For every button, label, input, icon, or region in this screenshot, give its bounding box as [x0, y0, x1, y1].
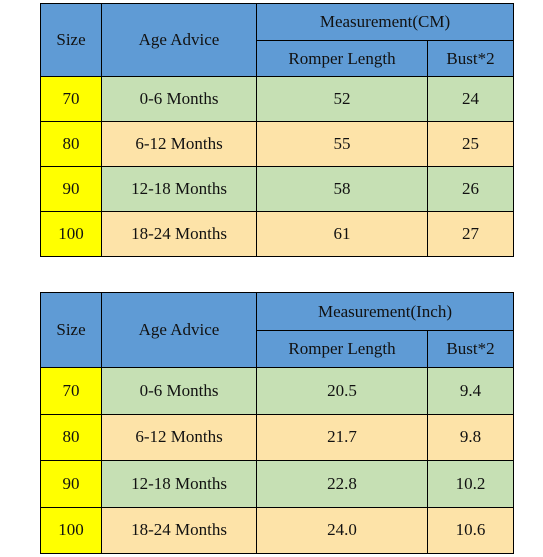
cell: 9.8 [427, 413, 514, 461]
header-cell: Measurement(CM) [256, 3, 514, 41]
cell: 10.6 [427, 506, 514, 554]
cell: 12-18 Months [101, 166, 257, 212]
cell: 25 [427, 121, 514, 167]
size-table: Size Age Advice Measurement(CM) Romper Leng… [40, 3, 514, 257]
data-row: 100 18-24 Months 61 27 [40, 211, 514, 257]
cell: 6-12 Months [101, 413, 257, 461]
header-row: Size Age Advice Measurement(CM) [40, 3, 514, 77]
data-row: 100 18-24 Months 24.0 10.6 [40, 506, 514, 554]
cell: 58 [256, 166, 428, 212]
cell: 6-12 Months [101, 121, 257, 167]
cell: 20.5 [256, 367, 428, 415]
header-row: Romper Length Bust*2 [41, 330, 514, 368]
header-cell: Bust*2 [427, 330, 514, 368]
cell: 80 [40, 121, 102, 167]
cell: 21.7 [256, 413, 428, 461]
data-row: 90 12-18 Months 58 26 [40, 166, 514, 212]
data-row: 90 12-18 Months 22.8 10.2 [40, 460, 514, 508]
cell: 55 [256, 121, 428, 167]
cell: 61 [256, 211, 428, 257]
cell: 10.2 [427, 460, 514, 508]
header-cell: Measurement(Inch) [256, 292, 514, 331]
size-table: Size Age Advice Measurement(Inch) Romper Le… [40, 292, 514, 554]
cell: 9.4 [427, 367, 514, 415]
header-cell: Age Advice [101, 3, 257, 77]
header-cell: Size [40, 3, 102, 77]
cell: 27 [427, 211, 514, 257]
data-row: 80 6-12 Months 55 25 [40, 121, 514, 167]
header-row: Size Age Advice Measurement(Inch) [40, 292, 514, 368]
cell: 80 [40, 413, 102, 461]
header-cell: Romper Length [256, 40, 428, 77]
data-row: 70 0-6 Months 52 24 [40, 76, 514, 122]
cell: 18-24 Months [101, 506, 257, 554]
cell: 18-24 Months [101, 211, 257, 257]
cell: 0-6 Months [101, 367, 257, 415]
cell: 90 [40, 460, 102, 508]
data-row: 80 6-12 Months 21.7 9.8 [40, 413, 514, 461]
cell: 26 [427, 166, 514, 212]
header-row: Romper Length Bust*2 [41, 40, 514, 77]
data-row: 70 0-6 Months 20.5 9.4 [40, 367, 514, 415]
cell: 100 [40, 211, 102, 257]
header-cell: Bust*2 [427, 40, 514, 77]
header-cell: Size [40, 292, 102, 368]
cell: 12-18 Months [101, 460, 257, 508]
cell: 52 [256, 76, 428, 122]
cell: 24 [427, 76, 514, 122]
cell: 70 [40, 367, 102, 415]
cell: 90 [40, 166, 102, 212]
cell: 24.0 [256, 506, 428, 554]
cell: 70 [40, 76, 102, 122]
header-cell: Age Advice [101, 292, 257, 368]
cell: 0-6 Months [101, 76, 257, 122]
cell: 22.8 [256, 460, 428, 508]
cell: 100 [40, 506, 102, 554]
header-cell: Romper Length [256, 330, 428, 368]
